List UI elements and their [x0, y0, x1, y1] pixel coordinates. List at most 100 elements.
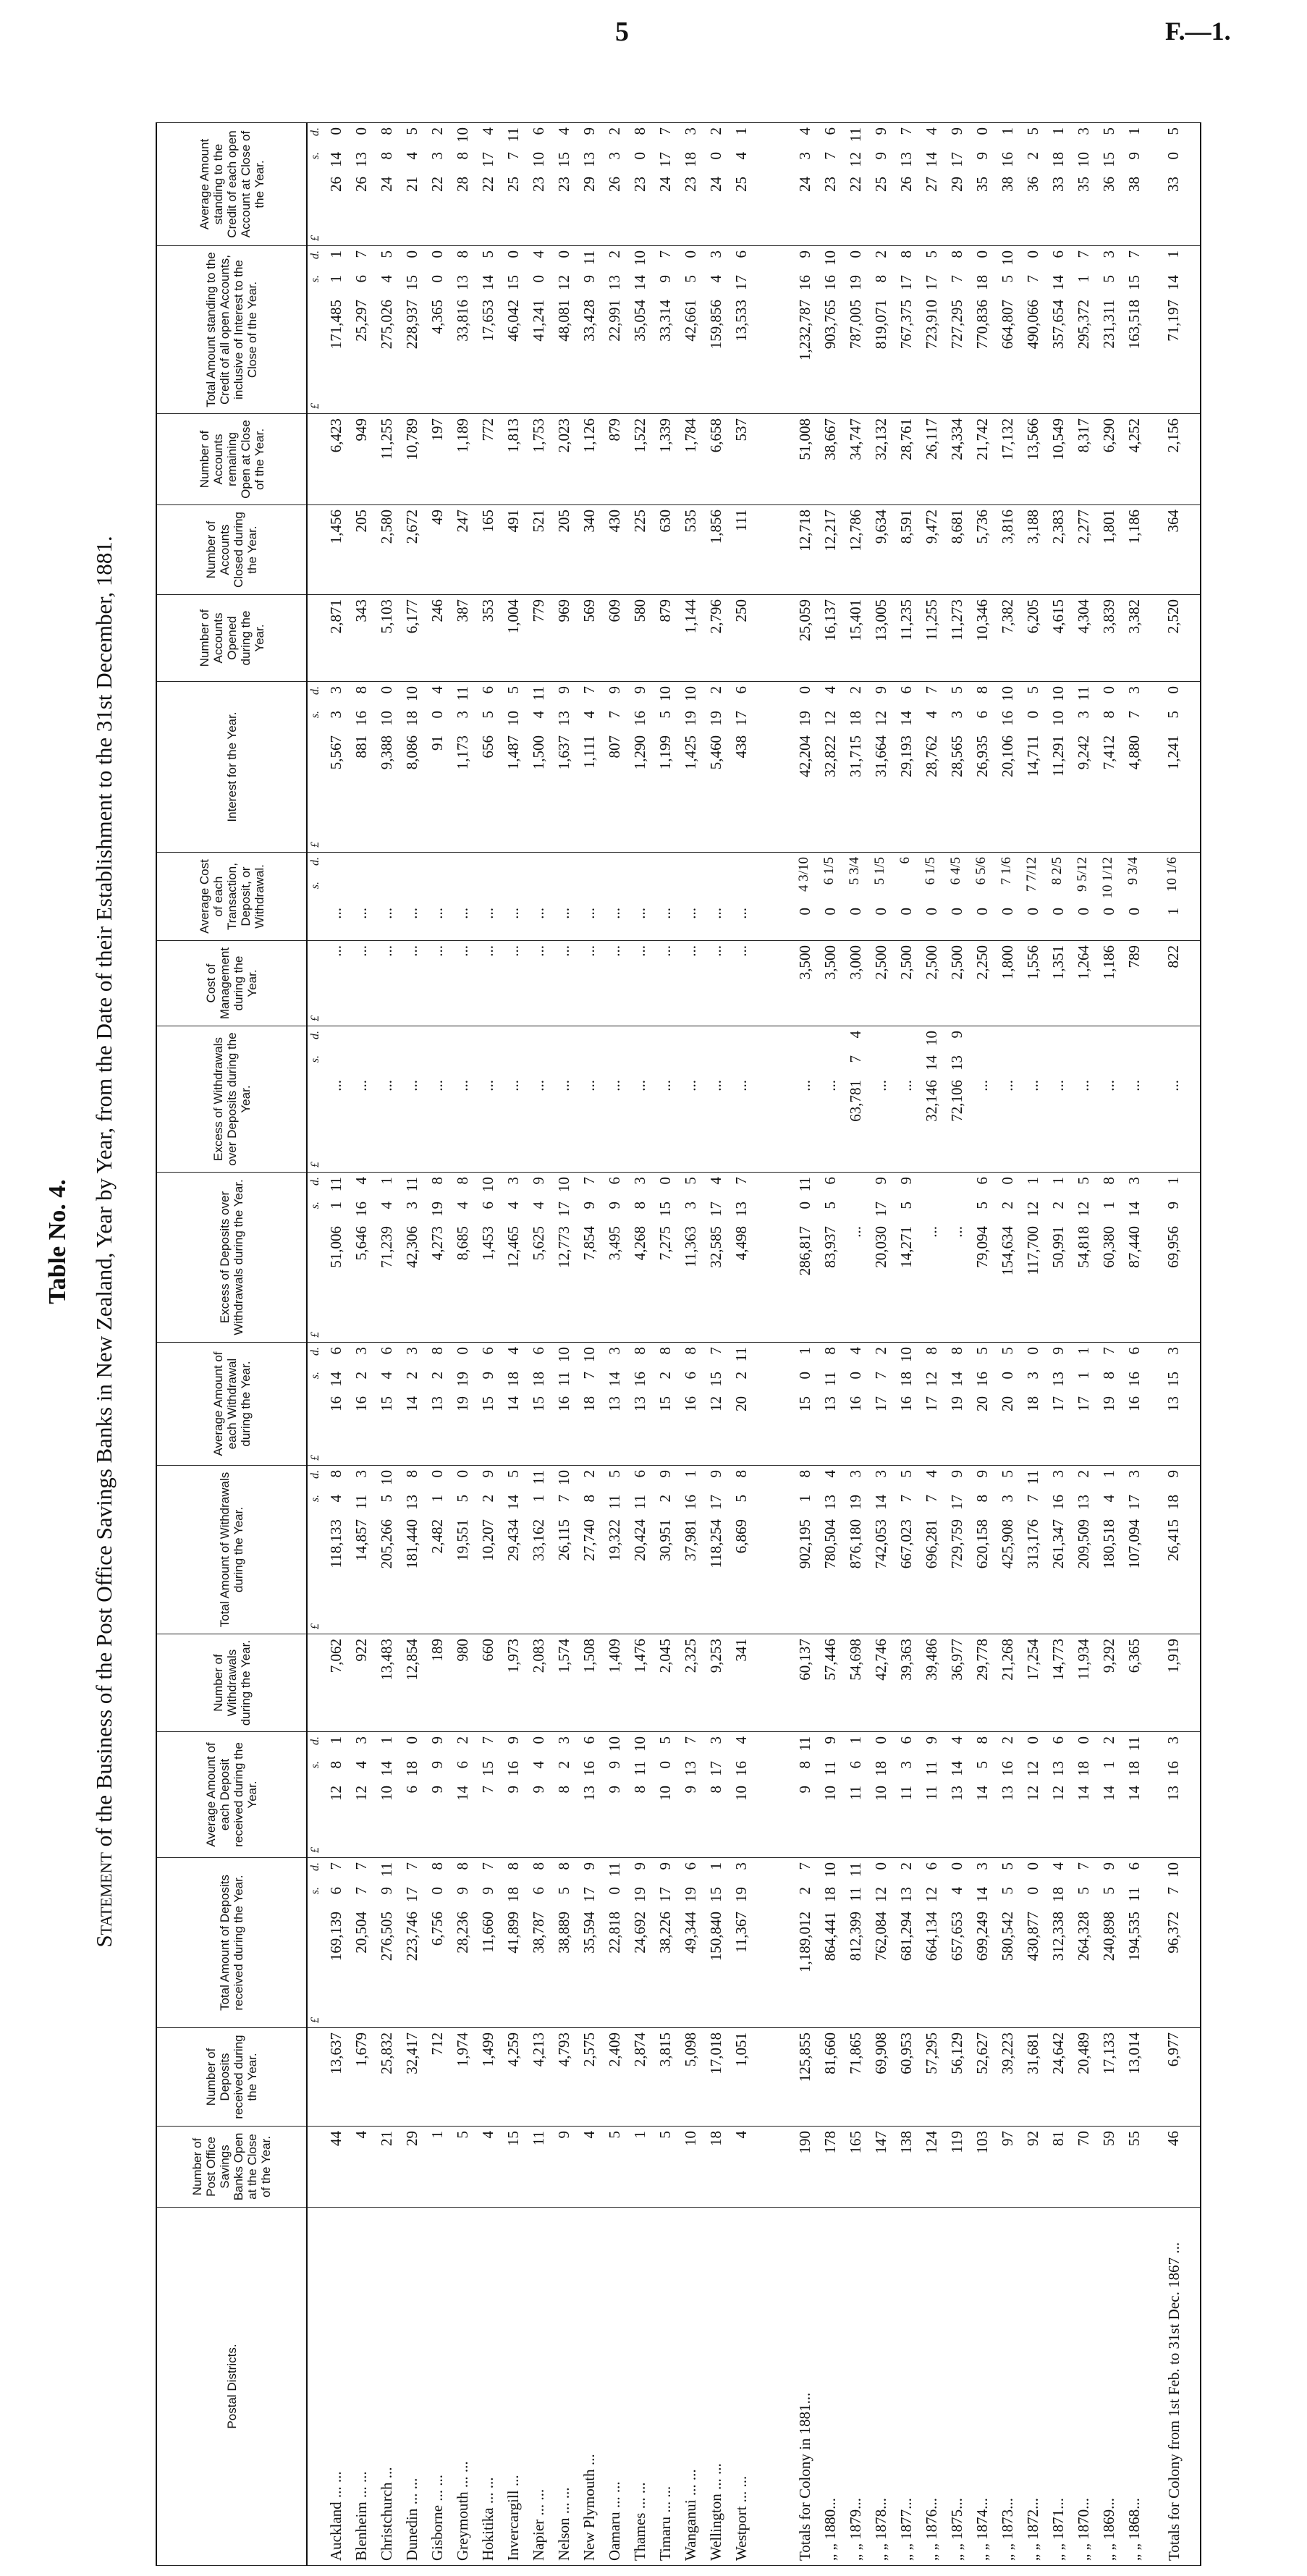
- cell-deposit-average: 13 16 3: [1147, 1731, 1201, 1858]
- cell-accounts-closed: 2,672: [399, 504, 425, 595]
- money-value: 19 8 7: [1100, 1347, 1118, 1461]
- shillings: 3: [428, 152, 446, 160]
- cell-interest: 11,291 10 10: [1046, 681, 1071, 853]
- cell-accounts-opened: 6,177: [399, 594, 425, 682]
- cell-withdrawal-average: 16 14 6: [323, 1342, 349, 1466]
- pounds: ...: [631, 1080, 648, 1091]
- money-value: 11 6 1: [847, 1736, 865, 1853]
- pence: 8: [973, 686, 991, 694]
- cell-withdrawals-total: 313,176 7 11: [1020, 1465, 1046, 1634]
- cell-management-cost: ...: [450, 940, 475, 1026]
- pounds: 295,372: [1075, 300, 1092, 350]
- spacer-cell: [754, 2207, 792, 2566]
- money-value: 28,236 9 8: [454, 1862, 472, 2023]
- pence-unit: d.: [309, 686, 321, 695]
- money-value: 812,399 11 11: [847, 1862, 865, 2023]
- pounds: 13: [948, 1786, 965, 1801]
- cell-withdrawals-count: 54,698: [843, 1634, 868, 1732]
- money-value: 729,759 17 9: [948, 1470, 966, 1629]
- pence: [606, 1031, 624, 1055]
- cell-accounts-remaining-open: 6,658: [703, 413, 729, 505]
- shillings: [821, 1055, 839, 1080]
- money-value: 6 18 0: [403, 1736, 421, 1853]
- money-value: 295,372 1 7: [1075, 250, 1093, 409]
- cell-management-cost: 1,264: [1071, 940, 1096, 1026]
- shillings: 19: [847, 1495, 864, 1510]
- pence-unit: d.: [309, 127, 321, 136]
- cell-withdrawal-average: 17 13 9: [1046, 1342, 1071, 1466]
- units-interest: £ s. d.: [307, 681, 323, 853]
- cell-postal-district: Christchurch ...: [374, 2207, 399, 2566]
- shillings: 19: [707, 711, 724, 726]
- money-value: 26 14 0: [327, 127, 345, 241]
- shillings: 13: [682, 1761, 699, 1776]
- cell-interest: 31,715 18 2: [843, 681, 868, 853]
- shillings: [504, 1055, 523, 1080]
- money-value: ...: [1024, 1031, 1042, 1167]
- pence: [403, 857, 421, 908]
- pounds: 23: [530, 177, 547, 192]
- pence: 10: [1049, 686, 1067, 701]
- money-value: 8 17 3: [707, 1736, 725, 1853]
- shillings: 13: [821, 1495, 839, 1510]
- shillings: 0: [428, 711, 446, 719]
- cell-credit-total: 33,314 9 7: [653, 245, 678, 414]
- shillings: ...: [606, 908, 623, 919]
- pence: 2: [707, 686, 724, 694]
- pounds: 22: [847, 177, 864, 192]
- shillings: 5: [732, 1495, 750, 1503]
- spacer-cell: [754, 1172, 792, 1343]
- cell-accounts-opened: 250: [729, 594, 754, 682]
- pounds: 23: [682, 177, 699, 192]
- table-row: Totals for Colony in 1881... 190 125,855 1,…: [792, 122, 818, 2566]
- shillings: [1125, 1055, 1143, 1080]
- cell-excess-withdrawals: ...: [349, 1026, 374, 1173]
- cell-deposits-total: 96,372 7 10: [1147, 1857, 1201, 2028]
- pence: 10: [682, 686, 699, 701]
- pounds: ...: [948, 1226, 965, 1238]
- pence: 6: [1049, 1736, 1067, 1744]
- money-value: 11,363 3 5: [682, 1177, 700, 1338]
- cell-accounts-remaining-open: 24,334: [944, 413, 970, 505]
- pounds: ...: [973, 1080, 991, 1091]
- spacer-cell: [754, 122, 792, 246]
- cell-excess-deposits: ...: [843, 1172, 868, 1343]
- shillings: 0: [821, 908, 839, 916]
- cell-postal-district: Oamaru ... ...: [602, 2207, 627, 2566]
- cell-withdrawals-count: 39,363: [894, 1634, 919, 1732]
- pounds: 181,440: [403, 1519, 420, 1569]
- pounds: ...: [428, 1080, 446, 1091]
- cell-deposit-average: 10 11 9: [818, 1731, 843, 1858]
- cell-deposits-total: 223,746 17 7: [399, 1857, 425, 2028]
- money-value: 3,495 9 6: [606, 1177, 624, 1338]
- money-value: 286,817 0 11: [796, 1177, 814, 1338]
- cell-withdrawals-count: 1,476: [627, 1634, 653, 1732]
- pounds: 24: [656, 177, 674, 192]
- cell-accounts-remaining-open: 26,117: [919, 413, 944, 505]
- pounds: 8: [707, 1786, 724, 1794]
- pounds: 91: [428, 735, 446, 751]
- pence: 9: [656, 1470, 674, 1478]
- money-value: 20 0 5: [999, 1347, 1017, 1461]
- cell-excess-deposits: 87,440 14 3: [1122, 1172, 1147, 1343]
- money-value: 24 3 4: [796, 127, 814, 241]
- cell-deposits-count: 24,642: [1046, 2027, 1071, 2127]
- spacer-cell: [754, 1857, 792, 2028]
- cell-deposits-total: 28,236 9 8: [450, 1857, 475, 2028]
- pence: 9 5/12: [1075, 857, 1090, 892]
- pounds: 13: [999, 1786, 1016, 1801]
- shillings: 7: [847, 1055, 864, 1063]
- money-value: 9 13 7: [682, 1736, 700, 1853]
- cell-withdrawals-total: 620,158 8 9: [970, 1465, 995, 1634]
- cell-credit-total: 357,654 14 6: [1046, 245, 1071, 414]
- money-value: 36 15 5: [1100, 127, 1118, 241]
- shillings: 7: [352, 1887, 370, 1895]
- cell-accounts-closed: 1,456: [323, 504, 349, 595]
- money-value: ...: [530, 857, 548, 936]
- spacer-cell: [754, 1465, 792, 1634]
- cell-interest: 32,822 12 4: [818, 681, 843, 853]
- table-row: Christchurch ... 21 25,832 276,505 9 11 10 14 1 1…: [374, 122, 399, 2566]
- pence: 2: [847, 686, 864, 694]
- cell-accounts-closed: 12,786: [843, 504, 868, 595]
- pence: 3: [1164, 1347, 1182, 1355]
